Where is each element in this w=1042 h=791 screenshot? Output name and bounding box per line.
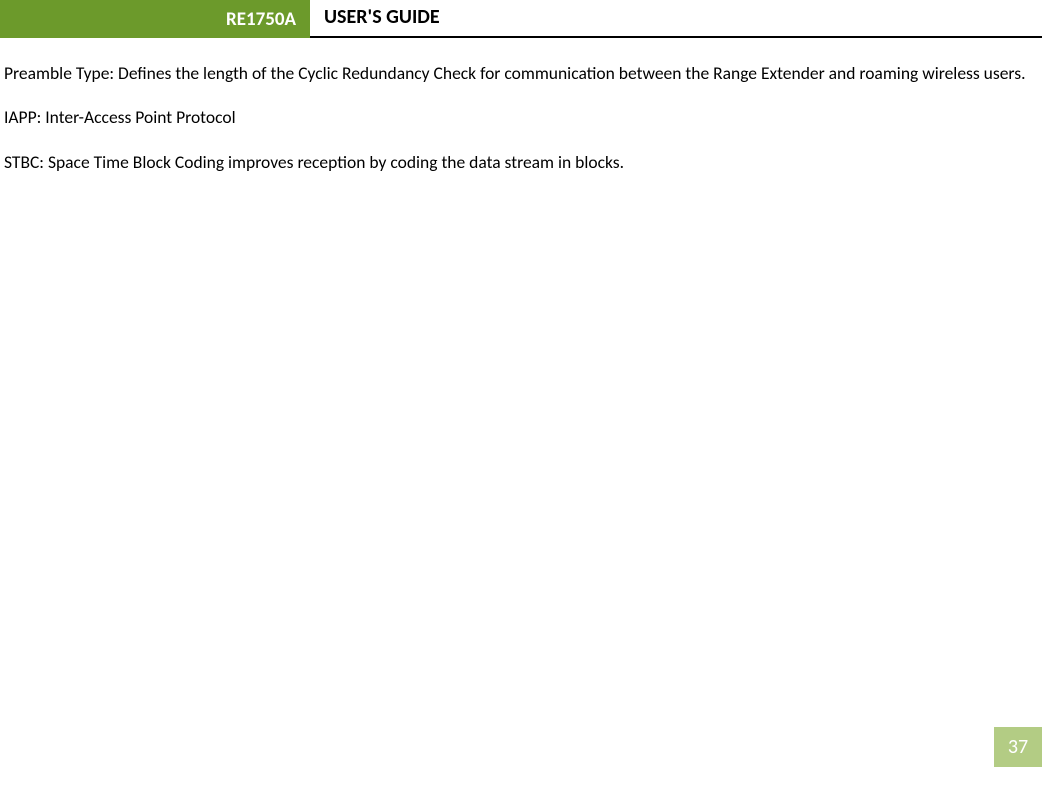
product-model-text: RE1750A [226,8,296,31]
guide-title: USER'S GUIDE [324,5,440,29]
product-model-tab: RE1750A [0,0,310,38]
page-number: 37 [1008,735,1028,759]
paragraph-preamble-type: Preamble Type: Defines the length of the… [4,60,1026,86]
document-header: RE1750A USER'S GUIDE [0,0,1042,38]
paragraph-iapp: IAPP: Inter-Access Point Protocol [4,104,1026,130]
header-title-container: USER'S GUIDE [310,0,1042,38]
document-content: Preamble Type: Defines the length of the… [0,38,1042,175]
page-number-box: 37 [994,727,1042,767]
paragraph-stbc: STBC: Space Time Block Coding improves r… [4,149,1026,175]
